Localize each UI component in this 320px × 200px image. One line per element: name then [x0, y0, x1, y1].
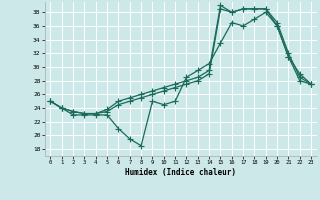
X-axis label: Humidex (Indice chaleur): Humidex (Indice chaleur): [125, 168, 236, 177]
